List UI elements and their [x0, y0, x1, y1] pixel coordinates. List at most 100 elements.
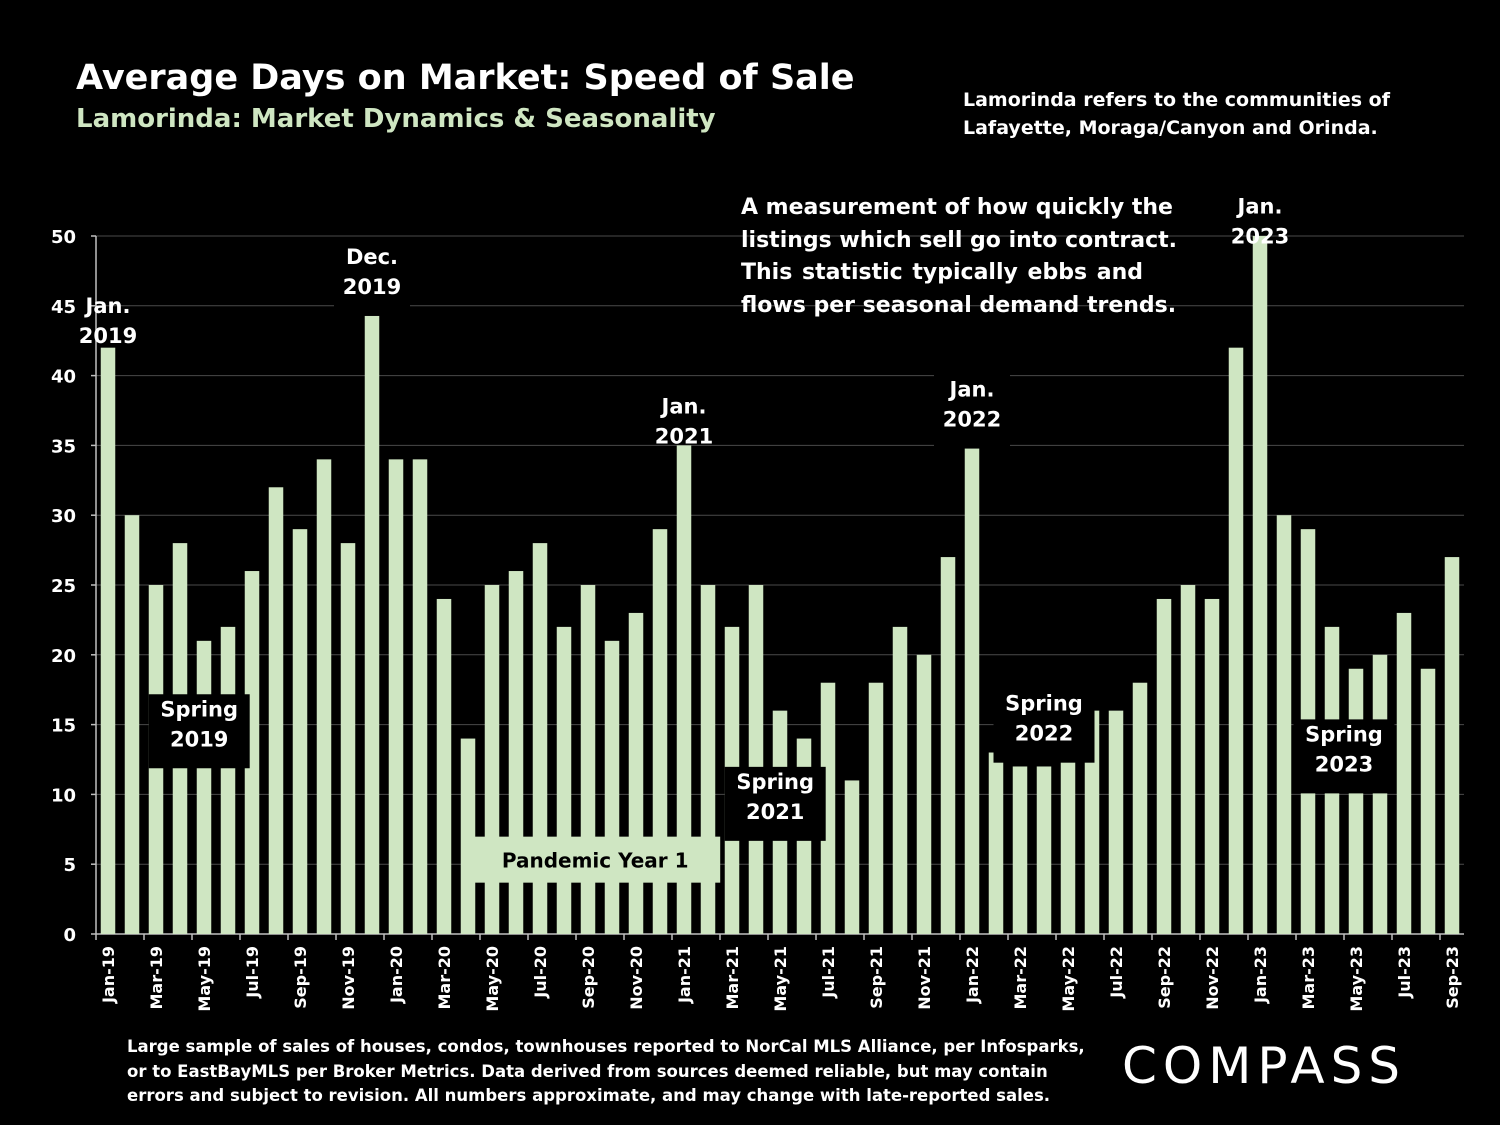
bar: [316, 459, 332, 934]
annotation-label: Spring: [160, 697, 238, 721]
callout-line: flows per seasonal demand trends.: [741, 292, 1177, 318]
x-tick-label: Sep-20: [579, 946, 598, 1009]
footnote-line: Large sample of sales of houses, condos,…: [127, 1037, 1085, 1056]
annotation-box: [1293, 719, 1395, 794]
annotation-label: 2023: [1315, 752, 1373, 776]
bar: [1060, 752, 1076, 934]
y-tick-label: 15: [51, 716, 76, 737]
chart-subtitle: Lamorinda: Market Dynamics & Seasonality: [76, 104, 716, 134]
bar: [820, 682, 836, 934]
bar: [1372, 654, 1388, 934]
annotation-label: 2023: [1231, 225, 1289, 249]
y-tick-label: 35: [51, 436, 76, 457]
bar: [604, 640, 620, 934]
bar: [868, 682, 884, 934]
region-note: Lamorinda refers to the communities of L…: [963, 86, 1390, 142]
callout-line: A measurement of how quickly the: [741, 195, 1173, 220]
bar: [388, 459, 404, 934]
y-tick-label: 25: [51, 576, 76, 597]
annotation-label: Jan.: [1236, 195, 1283, 219]
annotation-box: [993, 688, 1095, 763]
bar: [964, 431, 980, 934]
bar: [556, 626, 572, 934]
bar: [1420, 668, 1436, 934]
x-tick-label: Mar-20: [435, 946, 454, 1010]
x-tick-label: Jul-21: [819, 946, 838, 999]
annotation-label: 2019: [170, 727, 228, 751]
x-tick-label: May-19: [195, 946, 214, 1012]
bar: [436, 598, 452, 934]
annotation-label: Spring: [736, 770, 814, 794]
bar: [1084, 710, 1100, 934]
x-tick-label: Sep-19: [291, 946, 310, 1009]
bar: [676, 445, 692, 934]
bar: [1276, 515, 1292, 934]
bar: [1204, 598, 1220, 934]
y-tick-label: 10: [51, 785, 76, 806]
bar: [652, 529, 668, 934]
bar: [988, 752, 1004, 934]
bar: [1108, 710, 1124, 934]
bar: [364, 291, 380, 935]
y-tick-label: 0: [63, 925, 76, 946]
footnote-line: errors and subject to revision. All numb…: [127, 1086, 1051, 1105]
bar: [292, 529, 308, 934]
annotation-label: Jan.: [84, 294, 131, 318]
annotation-box: [334, 241, 410, 316]
x-tick-label: Jan-23: [1251, 946, 1270, 1004]
annotation-label: 2021: [746, 800, 804, 824]
bar: [1132, 682, 1148, 934]
x-tick-label: Mar-21: [723, 946, 742, 1010]
bar: [460, 738, 476, 934]
bar: [412, 459, 428, 934]
annotation-label: Jan.: [660, 394, 707, 418]
bar: [892, 626, 908, 934]
bar: [940, 557, 956, 934]
x-tick-label: May-21: [771, 946, 790, 1012]
bar: [844, 780, 860, 934]
bar: [244, 571, 260, 934]
callout-line: listings which sell go into contract.: [741, 227, 1178, 253]
annotation-label: Jan.: [948, 378, 995, 402]
x-tick-label: Jan-19: [99, 946, 118, 1004]
annotation-label: 2022: [1015, 722, 1073, 746]
annotation-label: Pandemic Year 1: [502, 849, 689, 873]
y-tick-label: 40: [51, 367, 76, 388]
annotation-label: 2022: [943, 408, 1001, 432]
y-tick-label: 45: [51, 297, 76, 318]
annotation-label: Spring: [1305, 722, 1383, 746]
bar: [1252, 236, 1268, 934]
annotation-label: Spring: [1005, 692, 1083, 716]
source-footnote: Large sample of sales of houses, condos,…: [127, 1035, 1085, 1109]
annotation-label: 2019: [79, 324, 137, 348]
bar: [1228, 347, 1244, 934]
x-tick-label: Jul-22: [1107, 946, 1126, 999]
y-tick-label: 20: [51, 646, 76, 667]
annotation-box: [934, 374, 1010, 449]
bar: [532, 543, 548, 934]
y-tick-label: 5: [63, 855, 76, 876]
bar: [1036, 766, 1052, 934]
x-tick-label: Nov-22: [1203, 946, 1222, 1010]
annotation-box: [148, 694, 250, 769]
x-tick-label: Jan-20: [387, 946, 406, 1004]
x-tick-label: Mar-19: [147, 946, 166, 1010]
bar: [1444, 557, 1460, 934]
x-tick-label: Nov-20: [627, 946, 646, 1010]
x-tick-label: Jan-22: [963, 946, 982, 1004]
annotation-label: Dec.: [346, 245, 398, 269]
x-tick-label: Sep-22: [1155, 946, 1174, 1009]
x-tick-label: Sep-23: [1443, 946, 1462, 1009]
x-tick-label: Mar-22: [1011, 946, 1030, 1010]
bar: [124, 515, 140, 934]
bar: [748, 585, 764, 934]
region-note-line: Lamorinda refers to the communities of: [963, 89, 1390, 111]
x-tick-label: Mar-23: [1299, 946, 1318, 1010]
x-tick-label: Jul-19: [243, 946, 262, 999]
bar: [100, 347, 116, 934]
compass-logo: COMPASS: [1122, 1037, 1407, 1095]
callout-line: This statistic typically ebbs and: [741, 260, 1143, 285]
bar: [916, 654, 932, 934]
x-tick-label: Jan-21: [675, 946, 694, 1004]
